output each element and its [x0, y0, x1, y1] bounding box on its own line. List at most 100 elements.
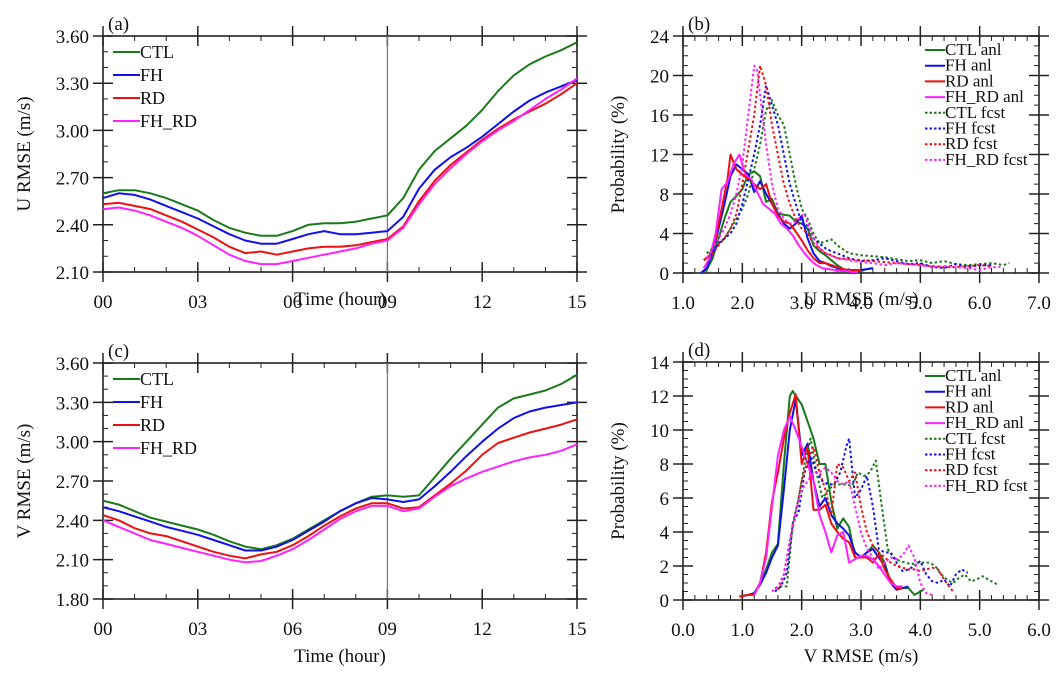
y-tick-label: 2.10: [56, 551, 89, 572]
y-tick-label: 3.60: [56, 354, 89, 375]
legend-label: CTL anl: [945, 40, 1002, 59]
x-tick-label: 12: [473, 292, 492, 313]
series-line-ctl-fcst: [774, 437, 998, 590]
x-tick-label: 00: [94, 292, 113, 313]
legend-label: FH: [140, 65, 163, 85]
series-line-fh-rd: [103, 77, 577, 266]
legend-label: FH_RD anl: [945, 87, 1024, 106]
x-tick-label: 1.0: [730, 620, 754, 641]
y-tick-label: 12: [650, 387, 669, 408]
series-line-fh-fcst: [774, 437, 969, 593]
legend-label: RD fcst: [945, 134, 998, 153]
y-tick-label: 3.30: [56, 393, 89, 414]
y-tick-label: 0: [660, 591, 670, 612]
x-tick-label: 3.0: [849, 620, 873, 641]
series-line-rd-anl: [703, 153, 861, 271]
x-tick-label: 4.0: [908, 620, 932, 641]
series-group: [103, 373, 577, 564]
y-tick-label: 2.10: [56, 263, 89, 284]
x-tick-label: 09: [378, 619, 397, 640]
y-tick-label: 8: [660, 185, 670, 206]
x-tick-label: 6.0: [1027, 620, 1051, 641]
y-tick-label: 3.60: [56, 27, 89, 48]
legend: CTL FH RD FH_RD: [113, 42, 197, 131]
legend-label: FH_RD: [140, 438, 197, 458]
y-axis-label: V RMSE (m/s): [14, 424, 35, 539]
series-line-fh-rd-fcst: [705, 64, 1001, 271]
x-tick-label: 15: [568, 619, 587, 640]
legend-label: CTL: [140, 369, 174, 389]
x-tick-label: 3.0: [790, 293, 814, 314]
legend-label: FH: [140, 392, 163, 412]
series-line-fh: [103, 79, 577, 245]
series-line-fh: [103, 401, 577, 552]
y-tick-label: 4: [660, 225, 670, 246]
x-tick-label: 2.0: [730, 293, 754, 314]
y-tick-label: 10: [650, 421, 669, 442]
legend-label: CTL anl: [945, 366, 1002, 385]
series-line-ctl: [103, 373, 577, 551]
x-tick-label: 15: [568, 292, 587, 313]
panel-c: 00 03 06 09 12 15 1.80 2.10 2.40 2.70 3.00 3.30 3.60…: [14, 341, 587, 667]
series-line-ctl-anl: [739, 389, 924, 598]
y-tick-label: 24: [650, 27, 670, 48]
y-tick-label: 2.40: [56, 511, 89, 532]
x-tick-label: 6.0: [968, 293, 992, 314]
y-tick-label: 14: [650, 353, 670, 374]
x-tick-label: 00: [94, 619, 113, 640]
x-tick-label: 5.0: [968, 620, 992, 641]
series-line-rd: [103, 418, 577, 560]
x-axis-label: U RMSE (m/s): [803, 289, 918, 310]
legend-label: CTL fcst: [945, 429, 1006, 448]
x-tick-label: 06: [283, 292, 302, 313]
y-tick-label: 16: [650, 106, 669, 127]
y-tick-label: 2.70: [56, 472, 89, 493]
y-axis-label: U RMSE (m/s): [14, 96, 35, 211]
legend-label: FH_RD: [140, 111, 197, 131]
panel-label: (c): [108, 341, 129, 362]
y-axis-label: Probability (%): [608, 422, 629, 540]
y-tick-label: 8: [660, 455, 670, 476]
x-tick-label: 0.0: [671, 620, 695, 641]
x-axis-label: V RMSE (m/s): [804, 646, 919, 667]
legend-label: FH anl: [945, 382, 992, 401]
legend-label: CTL fcst: [945, 103, 1006, 122]
y-tick-label: 4: [660, 523, 670, 544]
panel-label: (d): [688, 340, 710, 361]
legend-label: FH fcst: [945, 119, 996, 138]
series-line-fh-rd-anl: [702, 153, 858, 273]
legend-label: FH_RD anl: [945, 413, 1024, 432]
series-group: [700, 64, 1010, 273]
y-tick-label: 3.00: [56, 433, 89, 454]
plot-frame: [102, 35, 578, 273]
x-tick-label: 4.0: [849, 293, 873, 314]
y-axis-label: Probability (%): [608, 96, 629, 214]
y-tick-label: 3.30: [56, 74, 89, 95]
panel-d: 0.0 1.0 2.0 3.0 4.0 5.0 6.0 0 2 4 6 8 10 12 14 V RMSE (…: [608, 340, 1051, 667]
y-tick-label: 1.80: [56, 590, 89, 611]
legend-label: FH_RD fcst: [945, 476, 1028, 495]
x-tick-label: 7.0: [1027, 293, 1051, 314]
panel-b: 1.0 2.0 3.0 4.0 5.0 6.0 7.0 0 4 8 12 16 20 24 U RMSE (…: [608, 14, 1051, 314]
panel-label: (b): [688, 14, 710, 35]
series-line-fh-rd: [103, 443, 577, 564]
y-tick-label: 12: [650, 146, 669, 167]
legend-label: RD anl: [945, 71, 994, 90]
panel-label: (a): [108, 14, 129, 35]
panel-a: 00 03 06 09 12 15 2.10 2.40 2.70 3.00 3.30 3.60 Time…: [14, 14, 587, 313]
series-line-fh-fcst: [706, 84, 992, 270]
series-line-fh-rd-fcst: [771, 466, 933, 596]
y-tick-label: 2.40: [56, 216, 89, 237]
legend-label: RD fcst: [945, 460, 998, 479]
x-tick-label: 06: [283, 619, 302, 640]
series-group: [739, 389, 998, 598]
x-axis-label: Time (hour): [294, 289, 386, 310]
legend-label: FH anl: [945, 56, 992, 75]
y-tick-label: 6: [660, 489, 670, 510]
legend: CTL FH RD FH_RD: [113, 369, 197, 458]
x-tick-label: 1.0: [671, 293, 695, 314]
x-tick-label: 5.0: [908, 293, 932, 314]
